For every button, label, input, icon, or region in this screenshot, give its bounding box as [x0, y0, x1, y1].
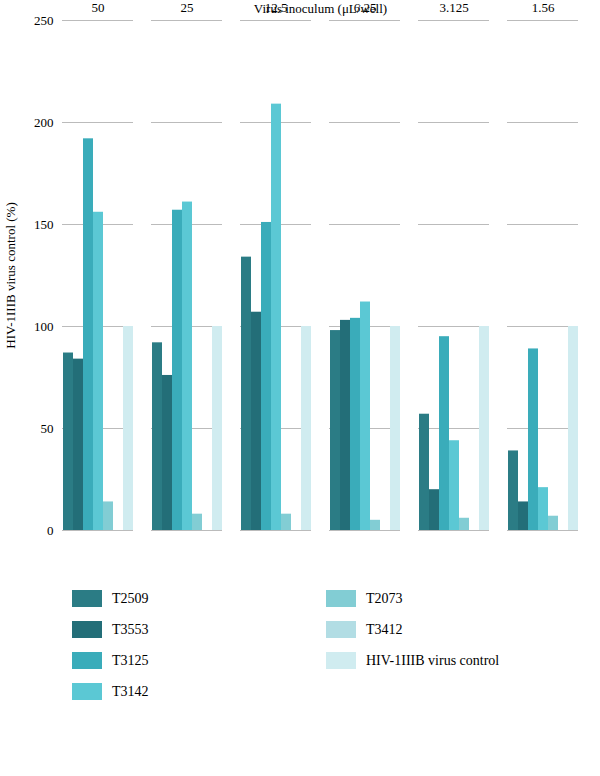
html-text:T2073: T2073: [366, 590, 403, 606]
svg-text:200: 200: [34, 115, 54, 130]
html-text:T3412: T3412: [366, 621, 403, 637]
svg-text:0: 0: [47, 523, 54, 538]
html-text:T2509: T2509: [112, 590, 149, 606]
html-text:T3142: T3142: [112, 683, 149, 699]
svg-text:HIV-1IIIB virus control (%): HIV-1IIIB virus control (%): [3, 202, 18, 348]
svg-text:25: 25: [181, 0, 194, 15]
svg-text:50: 50: [41, 421, 54, 436]
svg-text:150: 150: [34, 217, 54, 232]
svg-text:3.125: 3.125: [439, 0, 468, 15]
svg-text:250: 250: [34, 13, 54, 28]
svg-text:100: 100: [34, 319, 54, 334]
svg-text:Virus inoculum (μL/well): Virus inoculum (μL/well): [254, 1, 387, 16]
html-text:HIV-1IIIB virus control: HIV-1IIIB virus control: [366, 652, 500, 668]
html-text:T3125: T3125: [112, 652, 149, 668]
html-text:T3553: T3553: [112, 621, 149, 637]
svg-text:1.56: 1.56: [532, 0, 555, 15]
svg-text:50: 50: [92, 0, 105, 15]
